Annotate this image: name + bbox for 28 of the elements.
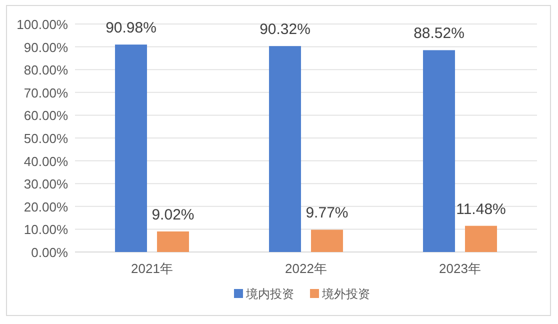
- bar: [115, 44, 147, 252]
- y-tick-label: 100.00%: [16, 17, 68, 32]
- bar: [423, 50, 455, 252]
- data-label: 11.48%: [456, 200, 506, 218]
- y-tick-label: 40.00%: [24, 154, 68, 169]
- x-tick-label: 2021年: [131, 261, 173, 276]
- y-tick-label: 10.00%: [24, 222, 68, 238]
- x-tick-label: 2022年: [285, 261, 327, 276]
- y-tick-label: 50.00%: [24, 131, 68, 146]
- bar: [269, 46, 301, 252]
- y-tick-label: 30.00%: [24, 176, 68, 192]
- y-tick-label: 20.00%: [24, 199, 68, 214]
- data-label: 90.32%: [260, 21, 310, 38]
- y-tick-label: 0.00%: [31, 245, 68, 260]
- y-tick-label: 70.00%: [24, 85, 68, 100]
- x-tick-label: 2023年: [439, 261, 481, 276]
- data-label: 9.77%: [306, 204, 348, 222]
- legend-label: 境外投资: [321, 287, 370, 301]
- data-label: 9.02%: [152, 206, 194, 224]
- legend-label: 境内投资: [245, 287, 294, 301]
- data-label: 90.98%: [106, 20, 156, 37]
- bar: [157, 231, 189, 252]
- y-tick-label: 90.00%: [24, 40, 68, 55]
- bar: [465, 226, 497, 252]
- y-tick-label: 80.00%: [24, 62, 68, 78]
- bar: [311, 230, 343, 252]
- y-tick-label: 60.00%: [24, 108, 68, 124]
- data-label: 88.52%: [414, 25, 464, 42]
